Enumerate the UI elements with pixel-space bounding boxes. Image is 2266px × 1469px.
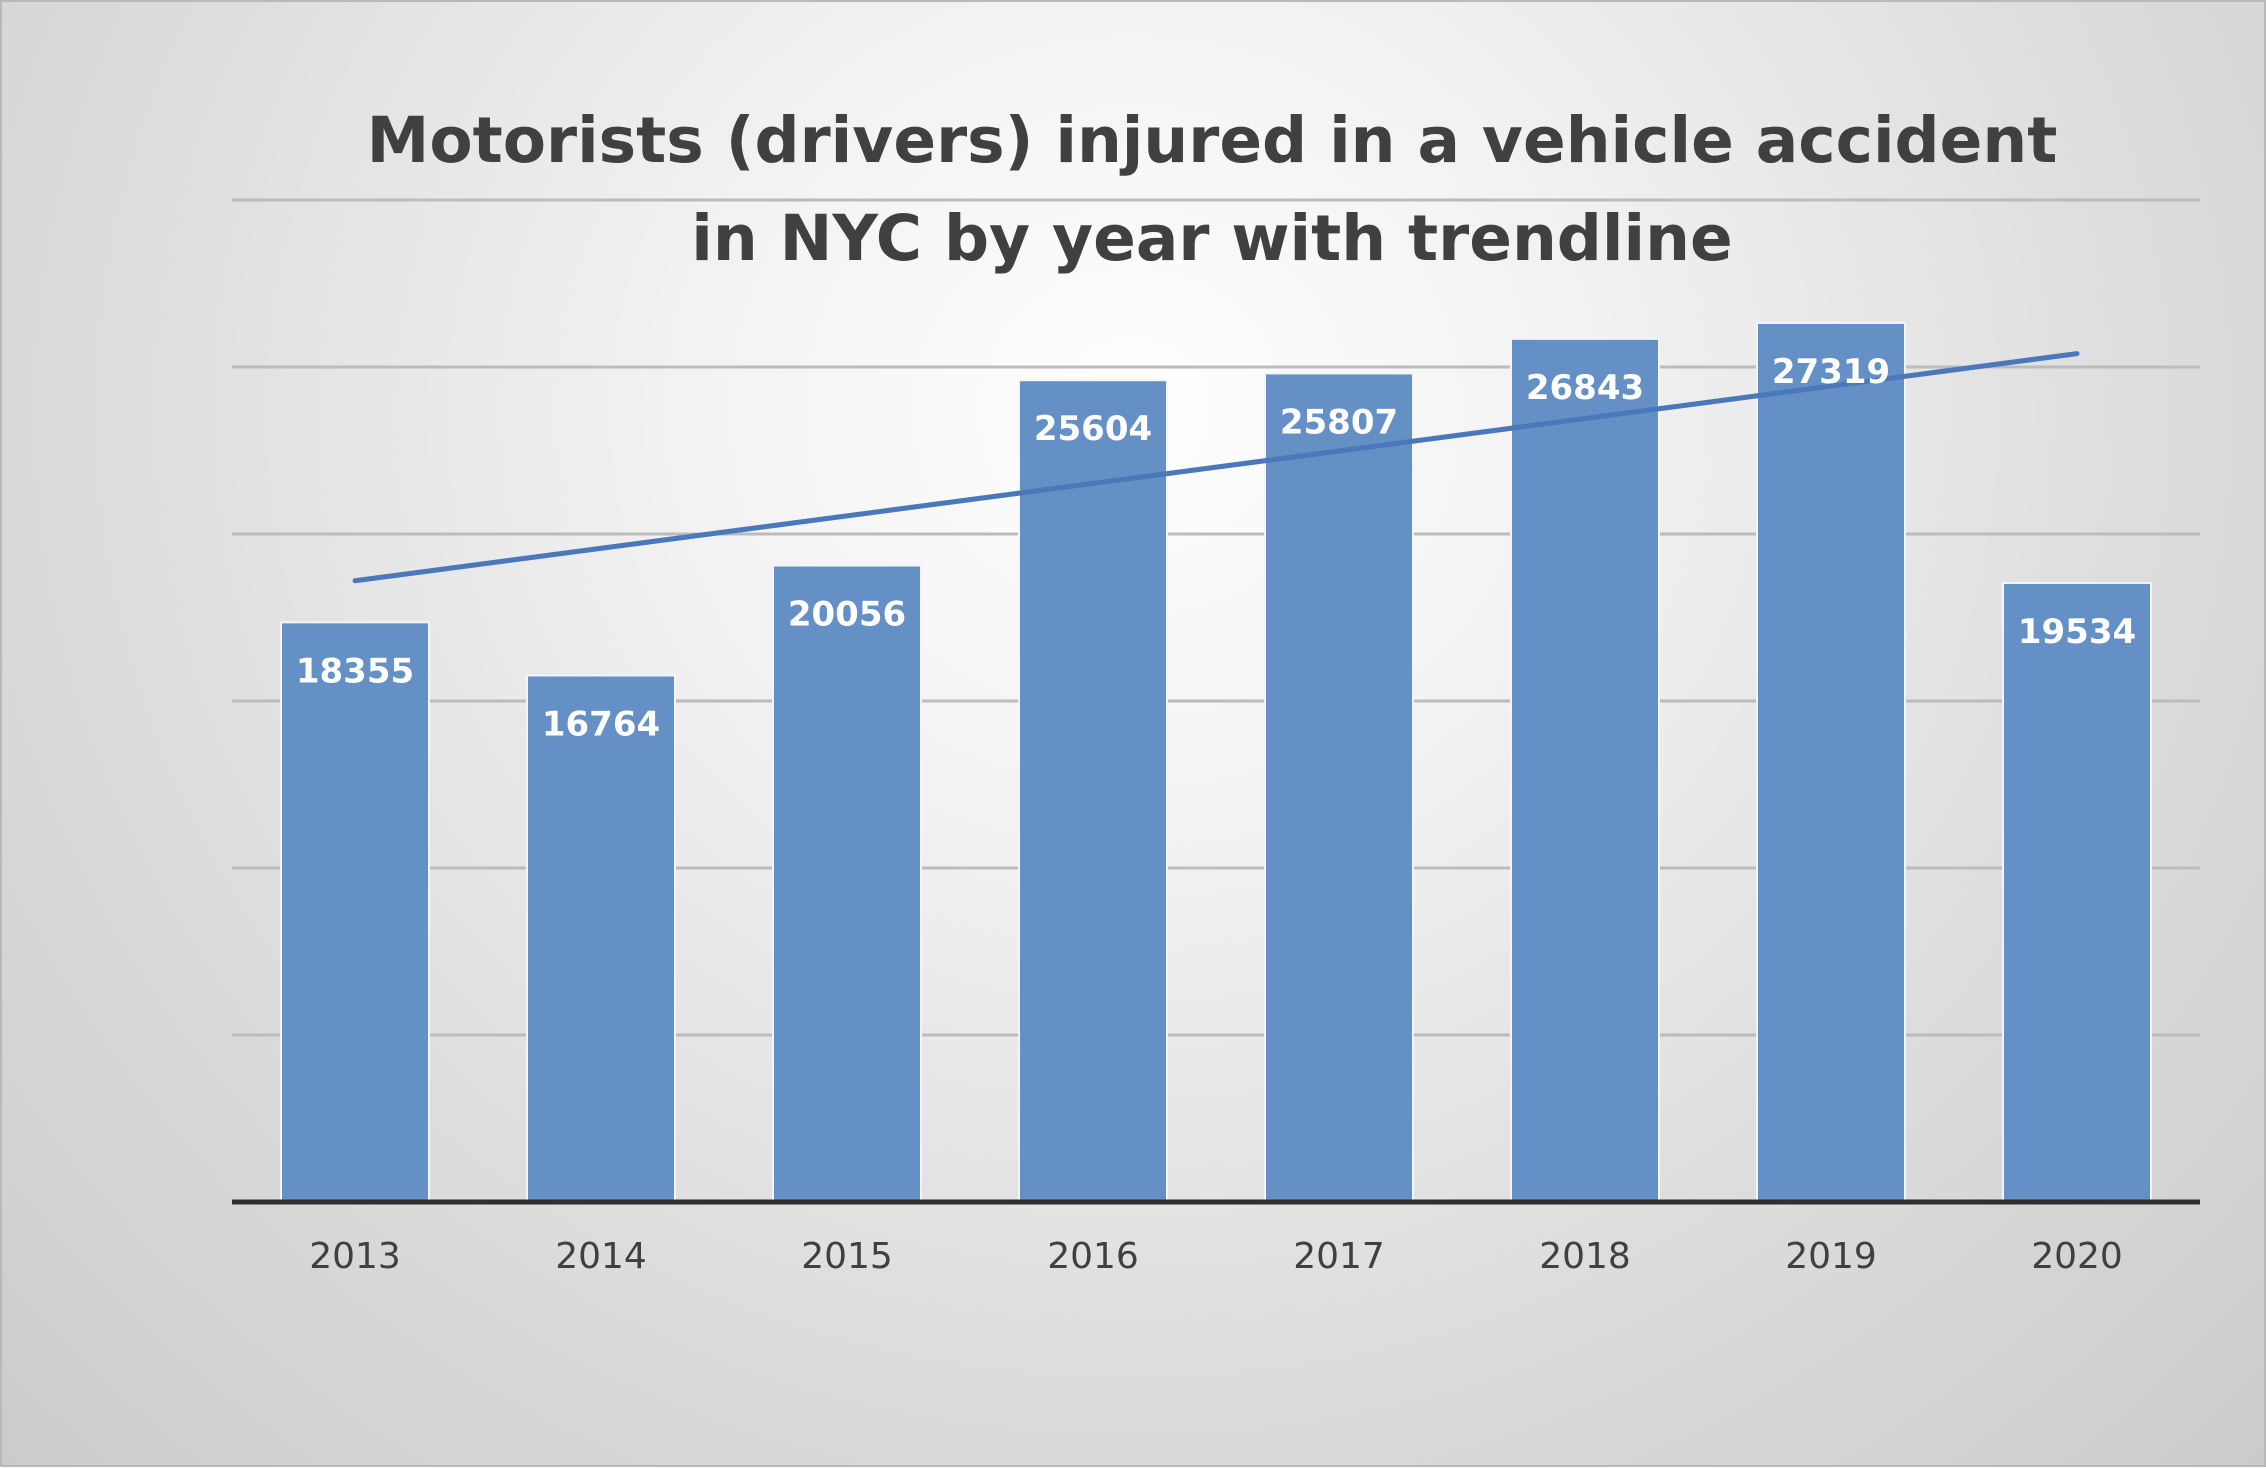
data-labels: 18355 16764 20056 25604 25807 26843 27319 19534 xyxy=(296,352,2136,745)
bar-2020 xyxy=(2002,581,2152,1203)
x-tick-label-2017: 2017 xyxy=(1293,1236,1385,1277)
data-label-2015: 20056 xyxy=(788,595,906,635)
data-label-2018: 26843 xyxy=(1526,368,1644,408)
x-tick-label-2016: 2016 xyxy=(1047,1236,1139,1277)
data-label-2019: 27319 xyxy=(1772,352,1890,392)
bar-2013 xyxy=(280,621,430,1203)
data-label-2017: 25807 xyxy=(1280,402,1398,442)
bar-2018 xyxy=(1510,337,1660,1203)
data-label-2013: 18355 xyxy=(296,651,414,691)
x-tick-label-2013: 2013 xyxy=(309,1236,401,1277)
x-tick-label-2019: 2019 xyxy=(1785,1236,1877,1277)
data-label-2016: 25604 xyxy=(1034,409,1152,449)
data-label-2014: 16764 xyxy=(542,704,660,744)
x-axis: 2013 2014 2015 2016 2017 2018 2019 2020 xyxy=(232,1199,2200,1277)
trendline-layer xyxy=(352,351,2080,584)
bar-2016 xyxy=(1018,379,1168,1204)
bar-2019 xyxy=(1756,321,1906,1204)
data-label-2020: 19534 xyxy=(2018,612,2136,652)
trendline xyxy=(352,351,2080,584)
bar-2017 xyxy=(1264,372,1414,1203)
bar-series xyxy=(280,321,2152,1204)
bar-2014 xyxy=(526,674,676,1203)
x-tick-label-2014: 2014 xyxy=(555,1236,647,1277)
x-tick-label-2015: 2015 xyxy=(801,1236,893,1277)
x-tick-label-2018: 2018 xyxy=(1539,1236,1631,1277)
bar-2015 xyxy=(772,564,922,1203)
x-tick-label-2020: 2020 xyxy=(2031,1236,2123,1277)
